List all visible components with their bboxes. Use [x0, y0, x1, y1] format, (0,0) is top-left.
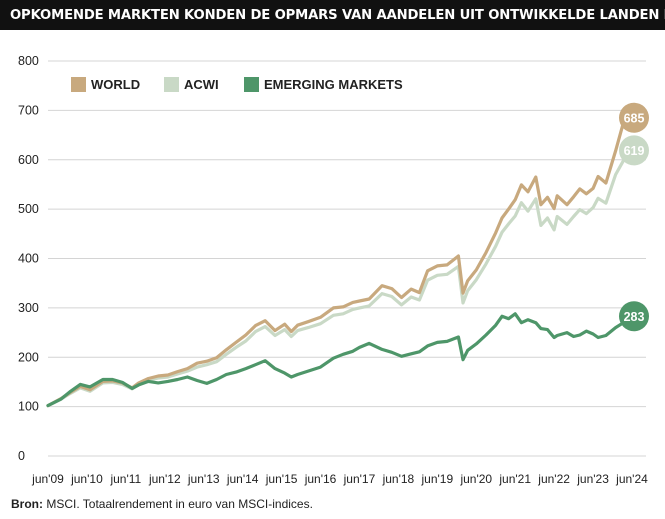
legend-swatch-world [71, 77, 86, 92]
x-tick-label-7: jun'16 [304, 472, 337, 486]
legend-swatch-acwi [164, 77, 179, 92]
source-text: MSCI. Totaalrendement in euro van MSCI-i… [46, 497, 313, 511]
legend-label-world: WORLD [91, 77, 140, 92]
chart-title: OPKOMENDE MARKTEN KONDEN DE OPMARS VAN A… [10, 7, 665, 23]
x-tick-label-0: jun'09 [31, 472, 64, 486]
x-tick-label-12: jun'21 [498, 472, 531, 486]
y-tick-label-100: 100 [18, 400, 39, 414]
end-value-label-world: 685 [624, 111, 645, 125]
x-tick-label-1: jun'10 [70, 472, 103, 486]
y-tick-label-400: 400 [18, 252, 39, 266]
y-tick-label-200: 200 [18, 350, 39, 364]
y-tick-label-600: 600 [18, 153, 39, 167]
legend-label-acwi: ACWI [184, 77, 219, 92]
y-tick-label-800: 800 [18, 54, 39, 68]
x-tick-label-6: jun'15 [265, 472, 298, 486]
end-value-bubble-emerging-markets [619, 301, 649, 332]
chart-title-bar: OPKOMENDE MARKTEN KONDEN DE OPMARS VAN A… [0, 0, 665, 30]
y-tick-label-300: 300 [18, 301, 39, 315]
series-line-world [46, 116, 634, 408]
x-tick-label-5: jun'14 [226, 472, 259, 486]
end-value-label-acwi: 619 [624, 144, 645, 158]
x-tick-label-2: jun'11 [109, 472, 141, 486]
x-tick-label-3: jun'12 [148, 472, 181, 486]
y-tick-label-700: 700 [18, 103, 39, 117]
x-tick-label-10: jun'19 [421, 472, 454, 486]
series-line-acwi [46, 148, 634, 408]
end-value-bubble-world [619, 102, 649, 133]
series-line-emerging-markets [46, 312, 634, 408]
line-chart: 0 100 200 300 400 500 600 700 800 jun'09 jun'10 jun… [18, 54, 649, 486]
y-tick-label-500: 500 [18, 202, 39, 216]
end-value-label-emerging-markets: 283 [624, 310, 645, 324]
source-note: Bron: MSCI. Totaalrendement in euro van … [11, 497, 313, 511]
x-tick-label-8: jun'17 [343, 472, 376, 486]
end-value-bubble-acwi [619, 135, 649, 166]
legend-label-emerging-markets: EMERGING MARKETS [264, 77, 403, 92]
legend-swatch-emerging-markets [244, 77, 259, 92]
x-tick-label-13: jun'22 [537, 472, 570, 486]
source-label: Bron: [11, 497, 43, 511]
x-tick-label-11: jun'20 [459, 472, 492, 486]
x-tick-label-4: jun'13 [187, 472, 220, 486]
y-tick-label-0: 0 [18, 449, 25, 463]
x-tick-label-14: jun'23 [576, 472, 609, 486]
x-tick-label-9: jun'18 [382, 472, 415, 486]
x-tick-label-15: jun'24 [615, 472, 648, 486]
